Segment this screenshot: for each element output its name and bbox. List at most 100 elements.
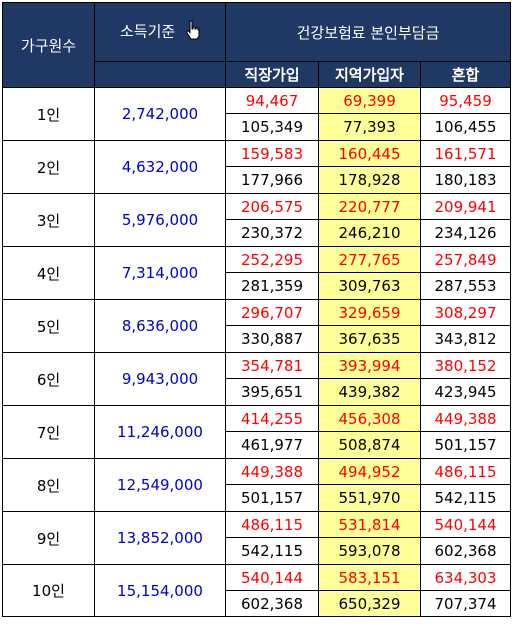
mixed-top-value: 380,152 [419, 352, 512, 379]
mixed-top-value: 161,571 [419, 140, 512, 167]
employee-bottom-value: 542,115 [225, 537, 319, 565]
table-row: 281,359 309,763 287,553 [3, 272, 512, 300]
premium-header: 건강보험료 본인부담금 [224, 1, 512, 63]
income-cell: 13,852,000 [94, 511, 226, 565]
employee-top-value: 159,583 [225, 140, 319, 167]
income-cell: 8,636,000 [94, 299, 226, 353]
household-cell: 1인 [2, 87, 95, 141]
regional-top-value: 69,399 [318, 87, 421, 114]
regional-top-value: 277,765 [318, 246, 421, 273]
regional-bottom-value: 246,210 [318, 219, 421, 247]
regional-bottom-value: 551,970 [318, 484, 421, 512]
regional-bottom-value: 178,928 [318, 166, 421, 194]
regional-top-value: 329,659 [318, 299, 421, 326]
household-cell: 7인 [2, 405, 95, 459]
table-header: 가구원수 소득기준 건강보험료 본인부담금 직장가입 지역가입자 혼합 [2, 1, 512, 88]
employee-top-value: 296,707 [225, 299, 319, 326]
employee-bottom-value: 230,372 [225, 219, 319, 247]
mixed-bottom-value: 234,126 [419, 219, 512, 247]
premium-table: 가구원수 소득기준 건강보험료 본인부담금 직장가입 지역가입자 혼합 1인 2,… [2, 1, 512, 617]
mixed-top-value: 95,459 [419, 87, 512, 114]
household-cell: 2인 [2, 140, 95, 194]
mixed-top-value: 540,144 [419, 511, 512, 538]
regional-top-value: 160,445 [318, 140, 421, 167]
employee-bottom-value: 602,368 [225, 590, 319, 617]
household-cell: 10인 [2, 564, 95, 617]
mixed-bottom-value: 501,157 [419, 431, 512, 459]
household-cell: 4인 [2, 246, 95, 300]
mixed-top-value: 486,115 [419, 458, 512, 485]
employee-top-value: 540,144 [225, 564, 319, 591]
employee-top-value: 414,255 [225, 405, 319, 432]
table-row: 10인 15,154,000 540,144 583,151 634,303 [2, 564, 512, 617]
employee-top-value: 252,295 [225, 246, 319, 273]
mixed-bottom-value: 106,455 [419, 113, 512, 141]
regional-bottom-value: 77,393 [318, 113, 421, 141]
income-cell: 9,943,000 [94, 352, 226, 406]
regional-top-value: 494,952 [318, 458, 421, 485]
employee-top-value: 449,388 [225, 458, 319, 485]
income-header-label: 소득기준 [120, 22, 176, 41]
regional-top-value: 583,151 [318, 564, 421, 591]
income-cell: 11,246,000 [94, 405, 226, 459]
table-row: 330,887 367,635 343,812 [3, 325, 512, 353]
table-row: 395,651 439,382 423,945 [3, 378, 512, 406]
mixed-bottom-value: 180,183 [419, 166, 512, 194]
table-row: 602,368 650,329 707,374 [3, 590, 512, 617]
mixed-bottom-value: 423,945 [419, 378, 512, 406]
household-cell: 5인 [2, 299, 95, 353]
table-row: 7인 11,246,000 414,255 456,308 449,388 [2, 405, 512, 459]
employee-top-value: 206,575 [225, 193, 319, 220]
table-row: 4인 7,314,000 252,295 277,765 257,849 [2, 246, 512, 300]
mixed-top-value: 449,388 [419, 405, 512, 432]
mixed-top-value: 209,941 [419, 193, 512, 220]
regional-bottom-value: 439,382 [318, 378, 421, 406]
employee-top-value: 354,781 [225, 352, 319, 379]
mixed-top-value: 257,849 [419, 246, 512, 273]
regional-top-value: 393,994 [318, 352, 421, 379]
income-cell: 7,314,000 [94, 246, 226, 300]
income-cell: 15,154,000 [94, 564, 226, 617]
household-cell: 3인 [2, 193, 95, 247]
employee-subheader: 직장가입 [225, 61, 319, 88]
hand-pointer-icon [186, 20, 200, 44]
income-header: 소득기준 [94, 1, 226, 63]
regional-bottom-value: 593,078 [318, 537, 421, 565]
table-row: 3인 5,976,000 206,575 220,777 209,941 [2, 193, 512, 247]
employee-bottom-value: 281,359 [225, 272, 319, 300]
employee-top-value: 486,115 [225, 511, 319, 538]
employee-bottom-value: 461,977 [225, 431, 319, 459]
table-row: 105,349 77,393 106,455 [3, 113, 512, 141]
table-row: 8인 12,549,000 449,388 494,952 486,115 [2, 458, 512, 512]
income-cell: 12,549,000 [94, 458, 226, 512]
table-row: 1인 2,742,000 94,467 69,399 95,459 [2, 87, 512, 141]
household-cell: 9인 [2, 511, 95, 565]
household-cell: 6인 [2, 352, 95, 406]
table-row: 6인 9,943,000 354,781 393,994 380,152 [2, 352, 512, 406]
employee-bottom-value: 395,651 [225, 378, 319, 406]
employee-top-value: 94,467 [225, 87, 319, 114]
table-row: 230,372 246,210 234,126 [3, 219, 512, 247]
regional-top-value: 220,777 [318, 193, 421, 220]
mixed-bottom-value: 287,553 [419, 272, 512, 300]
income-cell: 2,742,000 [94, 87, 226, 141]
regional-top-value: 456,308 [318, 405, 421, 432]
regional-top-value: 531,814 [318, 511, 421, 538]
employee-bottom-value: 501,157 [225, 484, 319, 512]
income-cell: 4,632,000 [94, 140, 226, 194]
income-subheader-blank [94, 61, 226, 88]
mixed-bottom-value: 707,374 [419, 590, 512, 617]
employee-bottom-value: 177,966 [225, 166, 319, 194]
table-row: 2인 4,632,000 159,583 160,445 161,571 [2, 140, 512, 194]
regional-bottom-value: 650,329 [318, 590, 421, 617]
regional-bottom-value: 508,874 [318, 431, 421, 459]
mixed-bottom-value: 542,115 [419, 484, 512, 512]
household-header: 가구원수 [2, 2, 95, 88]
mixed-bottom-value: 602,368 [419, 537, 512, 565]
table-row: 9인 13,852,000 486,115 531,814 540,144 [2, 511, 512, 565]
table-row: 5인 8,636,000 296,707 329,659 308,297 [2, 299, 512, 353]
table-row: 461,977 508,874 501,157 [3, 431, 512, 459]
table-body: 1인 2,742,000 94,467 69,399 95,459 105,349 77,3… [2, 87, 512, 617]
household-cell: 8인 [2, 458, 95, 512]
regional-subheader: 지역가입자 [318, 61, 421, 88]
